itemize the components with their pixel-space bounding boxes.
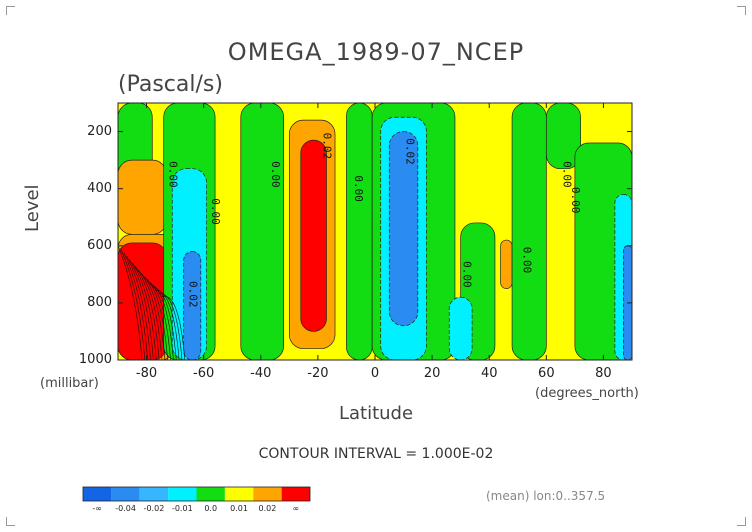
y-tick-label: 1000	[78, 352, 112, 367]
contour-region-blue	[183, 251, 202, 360]
colorbar-swatch	[111, 487, 140, 501]
contour-label: 0.00	[269, 161, 282, 188]
colorbar-label: 0.01	[230, 504, 248, 513]
x-tick-label: 20	[423, 366, 441, 381]
dense-contour-line	[134, 266, 160, 360]
colorbar-label: -0.02	[143, 504, 165, 513]
dense-contour-line	[149, 283, 174, 360]
dense-contour-line	[157, 293, 183, 360]
x-tick-label: -20	[307, 366, 329, 381]
contour-label: 0.02	[321, 133, 334, 160]
crop-mark-bottom-left	[6, 517, 15, 526]
contour-label: 0.00	[352, 175, 365, 202]
colorbar-swatch	[253, 487, 282, 501]
contour-label: 0.00	[520, 247, 533, 274]
contour-label: 0.00	[166, 161, 179, 188]
dense-contour-line	[126, 255, 151, 360]
y-axis-unit: (millibar)	[40, 376, 99, 391]
dense-contour-line	[146, 279, 171, 360]
x-tick-label: -80	[135, 366, 158, 381]
y-tick-label: 800	[87, 294, 112, 310]
contour-region-green	[545, 103, 581, 170]
dense-contour-line	[118, 245, 143, 360]
colorbar-label: ∞	[292, 504, 300, 513]
contour-region-blue	[388, 131, 419, 327]
contour-region-green	[511, 103, 547, 360]
contour-label: 0.00	[569, 187, 582, 214]
x-tick-label: -60	[193, 366, 215, 381]
colorbar-label: -0.04	[115, 504, 136, 513]
dense-contour-line	[129, 259, 154, 360]
dense-contour-line	[132, 262, 157, 360]
x-tick-label: 40	[480, 366, 498, 381]
contour-interval-text: CONTOUR INTERVAL = 1.000E-02	[258, 446, 494, 462]
colorbar-swatch	[281, 487, 310, 501]
contour-label: 0.00	[209, 198, 222, 225]
dense-contour-line	[160, 295, 186, 360]
y-tick-label: 400	[87, 180, 112, 196]
contour-region-green	[240, 103, 284, 360]
dense-contour-line	[152, 286, 177, 360]
contour-region-orange	[500, 239, 513, 289]
dense-contour-line	[155, 290, 180, 360]
contour-region-orange	[118, 159, 167, 235]
mean-longitude-note: (mean) lon:0..357.5	[486, 489, 606, 503]
contour-label: 0.02	[403, 138, 416, 165]
colorbar-swatch	[83, 487, 112, 501]
y-tick-label: 600	[87, 237, 112, 253]
x-tick-label: 60	[538, 366, 555, 381]
crop-mark-top-left	[6, 6, 15, 15]
colorbar-swatch	[168, 487, 197, 501]
contour-label: 0.02	[186, 281, 199, 308]
dense-contour-line	[120, 249, 146, 360]
dense-contour-line	[143, 276, 168, 360]
x-tick-label: -40	[250, 366, 272, 381]
contour-region-cyan	[448, 296, 473, 360]
chart-title: OMEGA_1989-07_NCEP	[227, 38, 525, 66]
crop-mark-top-right	[737, 6, 746, 15]
crop-mark-bottom-right	[737, 517, 746, 526]
colorbar-frame	[82, 486, 311, 502]
colorbar-swatch	[224, 487, 254, 501]
contour-label: 0.00	[461, 261, 474, 288]
colorbar-label: -∞	[92, 504, 102, 513]
x-axis-unit: (degrees_north)	[535, 386, 639, 401]
contour-region-green	[346, 103, 373, 360]
y-tick-label: 200	[87, 123, 112, 139]
contour-regions	[118, 103, 632, 360]
x-tick-label: 80	[595, 366, 612, 381]
colorbar-label: 0.0	[204, 504, 218, 513]
dense-contour-line	[123, 252, 149, 360]
colorbar-swatch	[139, 487, 169, 501]
x-tick-label: 0	[370, 366, 380, 381]
chart-subtitle: (Pascal/s)	[118, 72, 223, 97]
colorbar-label: 0.02	[258, 504, 277, 513]
contour-label: 0.00	[560, 161, 573, 188]
dense-contour-lines	[118, 245, 186, 360]
x-axis-label: Latitude	[338, 403, 414, 424]
colorbar-label: -0.01	[171, 504, 193, 513]
colorbar-swatch	[196, 487, 225, 501]
contour-region-red	[300, 139, 327, 332]
